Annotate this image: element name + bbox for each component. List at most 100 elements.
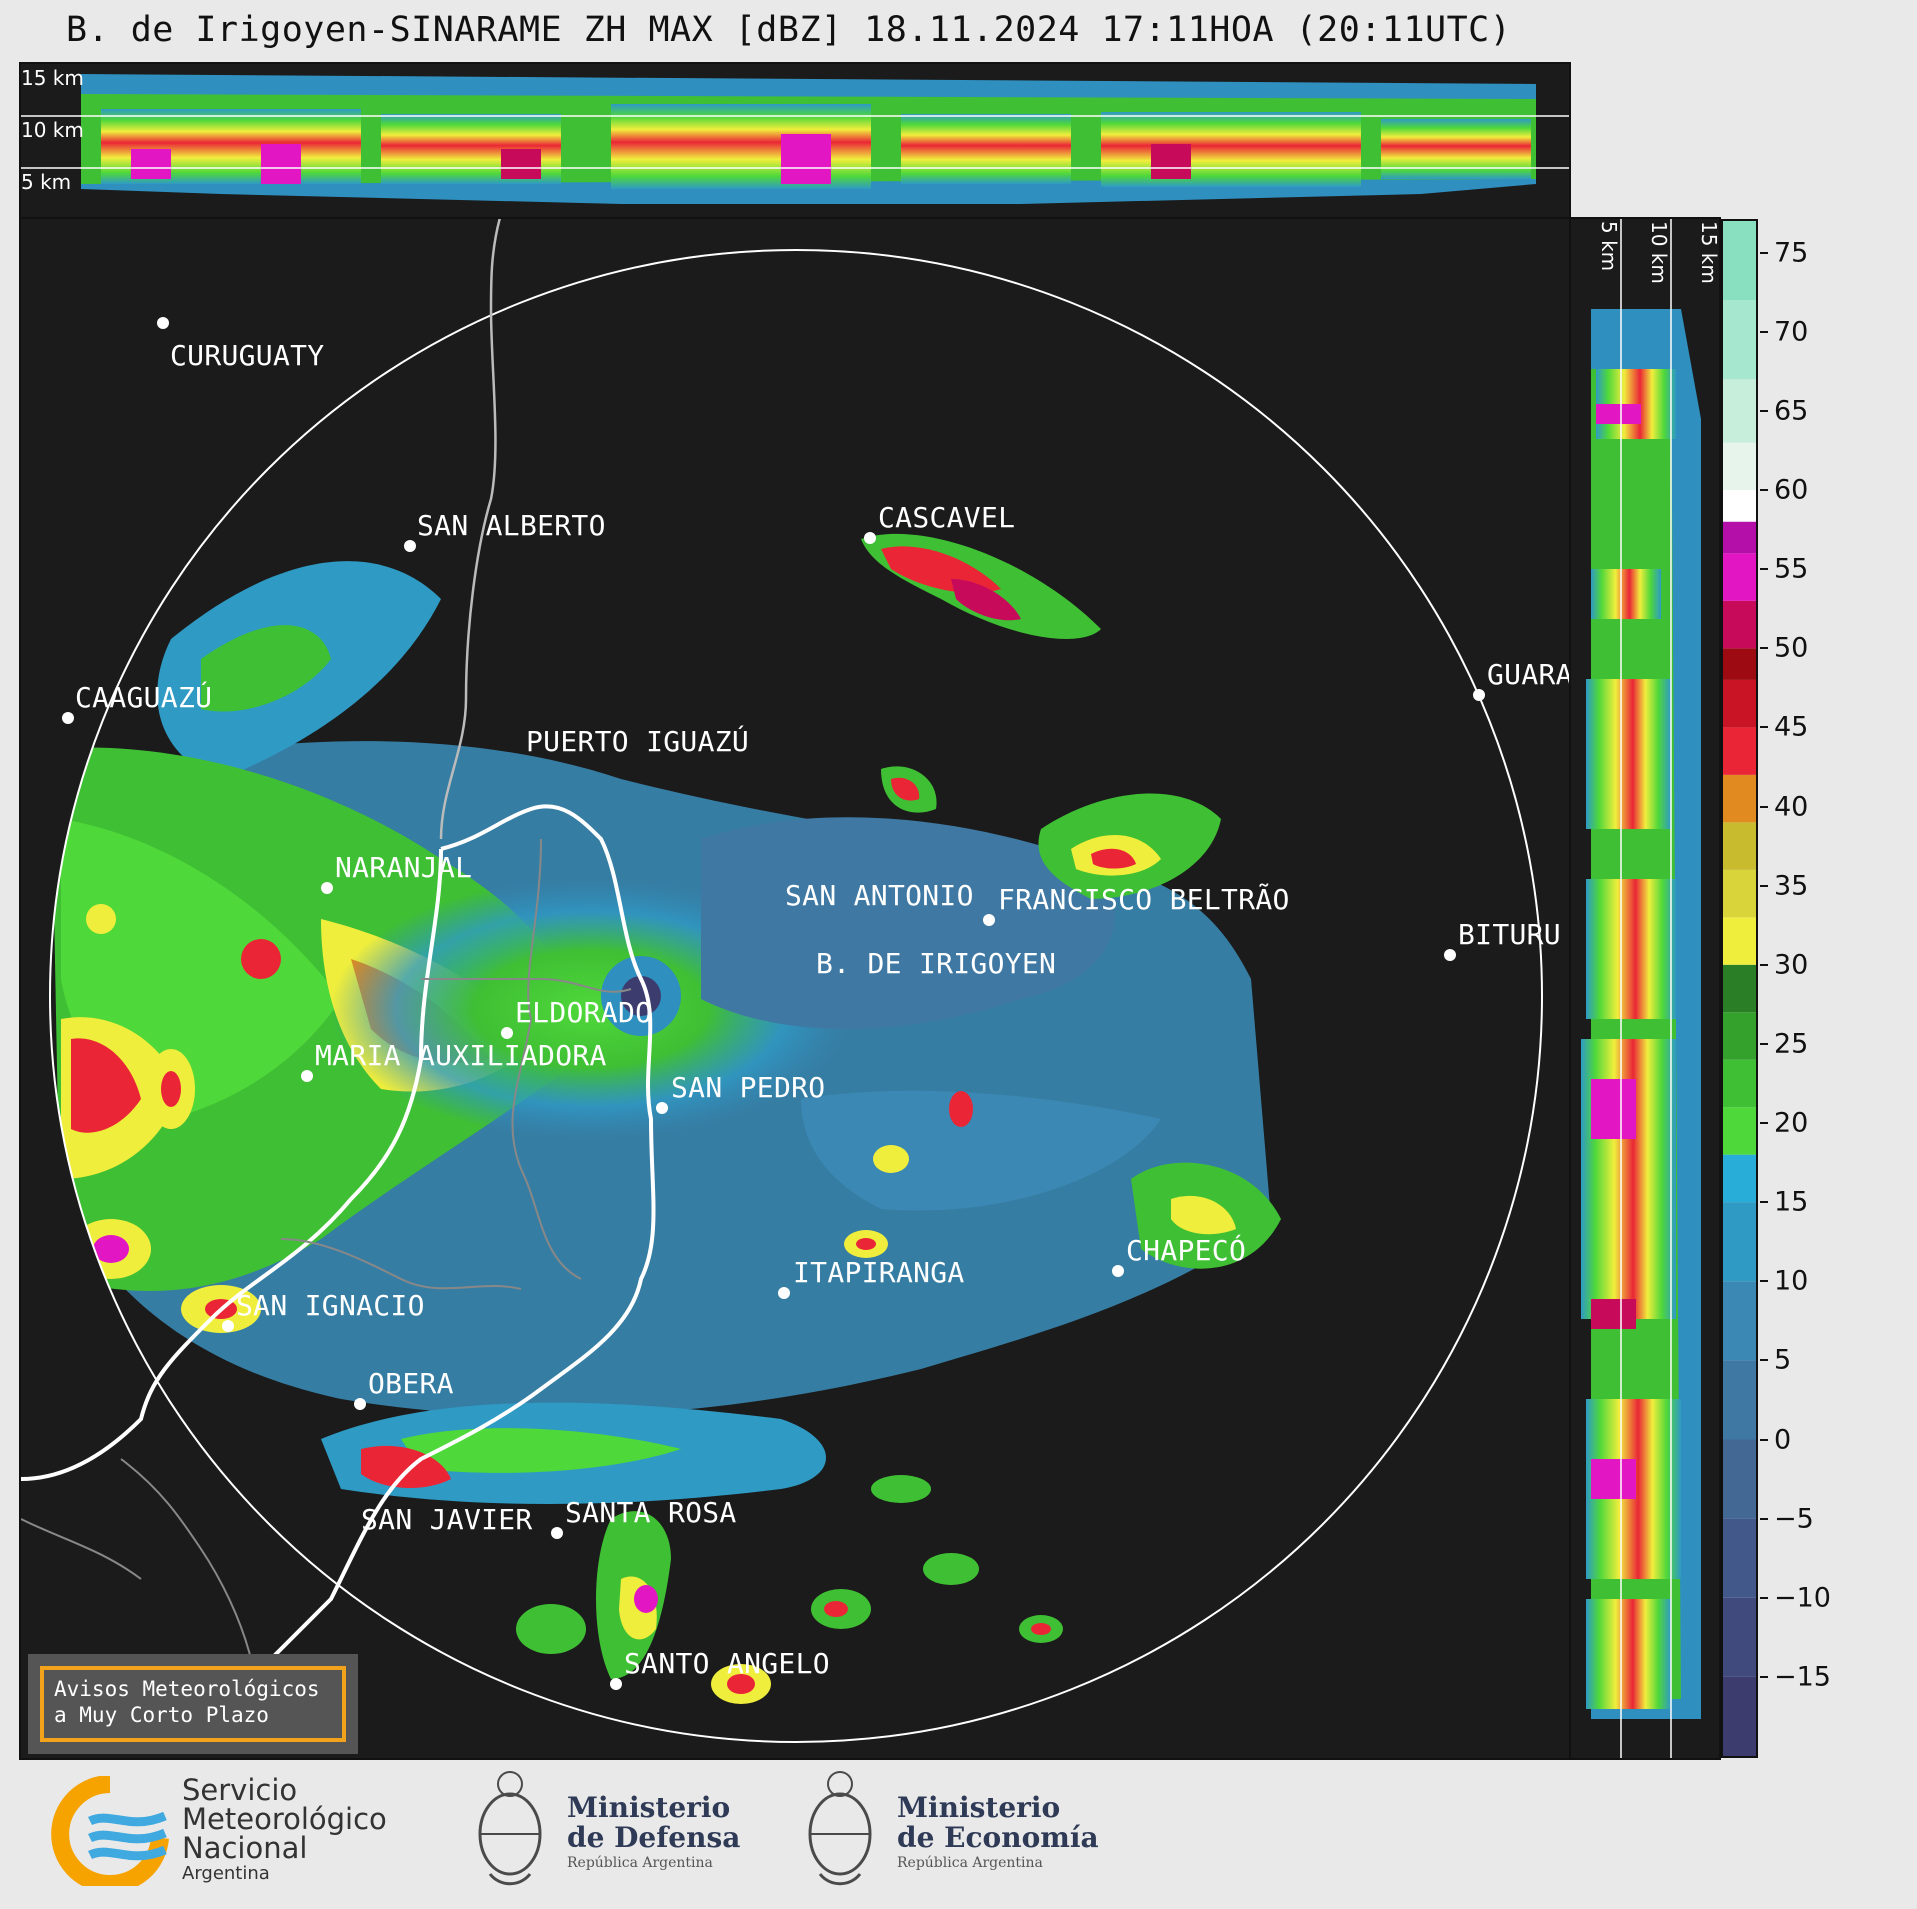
colorbar-tick [1760, 1201, 1768, 1204]
colorbar-tick-label: 40 [1774, 791, 1809, 822]
colorbar-tick [1760, 1122, 1768, 1124]
colorbar-band [1723, 679, 1756, 728]
colorbar-band [1723, 1059, 1756, 1108]
colorbar-tick [1760, 568, 1768, 571]
colorbar-tick [1760, 805, 1768, 808]
top-cross-section-cells [101, 104, 1531, 189]
economia-line-1: Ministerio [897, 1791, 1061, 1824]
city-dot-itapiranga [778, 1287, 790, 1299]
radar-map-panel: CURUGUATY SAN ALBERTO CASCAVEL CAAGUAZÚ … [19, 217, 1571, 1760]
colorbar-tick-label: 60 [1774, 474, 1809, 506]
colorbar-band [1723, 964, 1756, 1013]
city-label: GUARA [1487, 658, 1571, 691]
colorbar-band [1723, 1518, 1756, 1598]
colorbar-tick [1760, 489, 1768, 492]
colorbar-tick-label: 50 [1774, 632, 1809, 664]
city-label: ITAPIRANGA [793, 1256, 965, 1289]
colorbar-band [1723, 1154, 1756, 1203]
colorbar-tick [1760, 1675, 1768, 1678]
colorbar-band [1723, 1107, 1756, 1155]
colorbar-tick-label: −15 [1774, 1661, 1831, 1693]
defensa-logo-text: Ministerio de Defensa República Argentin… [567, 1793, 740, 1873]
smn-line-3: Nacional [182, 1831, 308, 1865]
colorbar-tick [1760, 1517, 1768, 1520]
top-km-label-10: 10 km [21, 118, 84, 142]
city-label: ELDORADO [515, 996, 653, 1029]
defensa-line-1: Ministerio [567, 1791, 731, 1824]
colorbar-tick [1760, 884, 1768, 887]
side-cross-section-cells [1581, 369, 1681, 1709]
parana-river-border [21, 848, 443, 1481]
colorbar-band [1723, 1597, 1756, 1677]
top-km-label-15: 15 km [21, 66, 84, 90]
colorbar-tick [1760, 1596, 1768, 1599]
colorbar-tick [1760, 1438, 1768, 1441]
city-dot-san-ignacio [222, 1320, 234, 1332]
city-label: CHAPECÓ [1126, 1234, 1247, 1267]
city-dot-san-pedro [656, 1102, 668, 1114]
city-dot-francisco-beltrao [983, 914, 995, 926]
colorbar-tick-label: 65 [1774, 395, 1809, 427]
side-cross-section-echoes [1581, 219, 1701, 1758]
department-boundary [21, 1518, 142, 1580]
colorbar-tick-label: 15 [1774, 1186, 1809, 1218]
city-dot-santa-rosa [551, 1527, 563, 1539]
colorbar-band [1723, 1676, 1756, 1756]
colorbar-band [1723, 869, 1756, 918]
warning-link-frame[interactable]: Avisos Meteorológicos a Muy Corto Plazo [40, 1666, 346, 1742]
colorbar-band [1723, 822, 1756, 870]
colorbar-tick-label: 20 [1774, 1107, 1809, 1139]
colorbar-band [1723, 600, 1756, 649]
colorbar-band [1723, 221, 1756, 301]
city-dot-chapeco [1112, 1265, 1124, 1277]
colorbar-tick-label: 55 [1774, 553, 1809, 585]
radar-map [21, 219, 1543, 1751]
warning-line-2: a Muy Corto Plazo [54, 1703, 269, 1727]
city-dot-naranjal [321, 882, 333, 894]
department-boundary [420, 977, 632, 993]
smn-logo-mark [51, 1776, 169, 1886]
colorbar-band [1723, 379, 1756, 443]
warning-link-box[interactable]: Avisos Meteorológicos a Muy Corto Plazo [28, 1654, 358, 1754]
economia-line-3: República Argentina [897, 1855, 1043, 1871]
colorbar-band [1723, 490, 1756, 522]
city-label: FRANCISCO BELTRÃO [998, 883, 1290, 916]
city-label: CAAGUAZÚ [75, 681, 213, 714]
city-dot-guara [1473, 689, 1485, 701]
warning-line-1: Avisos Meteorológicos [54, 1677, 320, 1701]
city-dot-santo-angelo [610, 1678, 622, 1690]
colorbar-tick-label: 0 [1774, 1424, 1792, 1455]
paraguay-brazil-border [439, 219, 501, 840]
colorbar-band [1723, 917, 1756, 965]
southern-cells [516, 1091, 1063, 1704]
colorbar-tick-label: 5 [1774, 1344, 1792, 1376]
colorbar-tick [1760, 330, 1768, 333]
colorbar-tick [1760, 726, 1768, 729]
colorbar-band [1723, 1012, 1756, 1060]
colorbar-tick [1760, 963, 1768, 966]
colorbar-band [1723, 648, 1756, 680]
colorbar-tick [1760, 251, 1768, 254]
city-label: CASCAVEL [878, 501, 1016, 534]
dbz-colorbar [1721, 219, 1758, 1758]
city-label: SAN PEDRO [671, 1071, 826, 1104]
city-label: SAN ANTONIO [785, 879, 974, 912]
city-label: SANTO ANGELO [624, 1647, 830, 1680]
colorbar-tick [1760, 1359, 1768, 1362]
city-dot-obera [354, 1398, 366, 1410]
side-cross-section-panel: 5 km 10 km 15 km [1569, 217, 1721, 1760]
colorbar-tick-label: 70 [1774, 316, 1809, 348]
colorbar-tick [1760, 1042, 1768, 1045]
smn-logo [50, 1776, 170, 1886]
department-boundary [120, 1458, 252, 1660]
city-label: MARIA AUXILIADORA [315, 1039, 607, 1072]
colorbar-tick-label: 35 [1774, 870, 1809, 902]
colorbar-band [1723, 1202, 1756, 1282]
colorbar-band [1723, 1360, 1756, 1440]
city-dot-cascavel [864, 532, 876, 544]
city-label: SANTA ROSA [565, 1496, 737, 1529]
misiones-border [179, 804, 656, 1751]
colorbar-tick [1760, 647, 1768, 650]
defensa-coat-of-arms-icon [470, 1762, 550, 1897]
colorbar-band [1723, 300, 1756, 380]
